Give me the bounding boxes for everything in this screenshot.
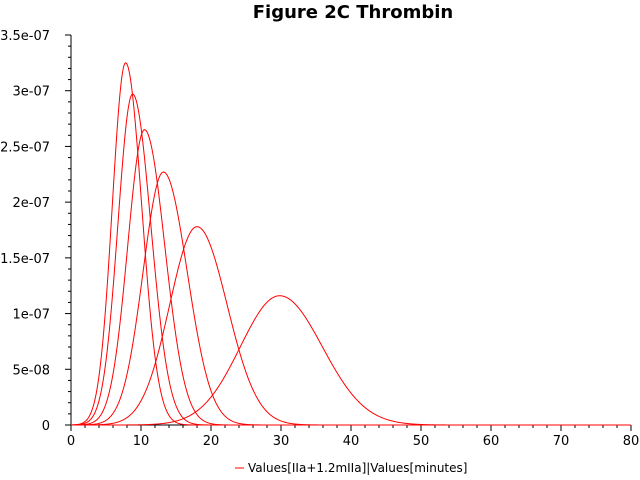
series-line-3 [71, 129, 631, 426]
series-line-4 [71, 171, 631, 426]
x-tick-label: 40 [343, 434, 360, 449]
y-tick-label: 0 [42, 419, 50, 434]
x-tick-label: 0 [67, 434, 75, 449]
x-tick-label: 20 [203, 434, 220, 449]
x-tick-label: 30 [273, 434, 290, 449]
x-tick-label: 60 [483, 434, 500, 449]
chart-title: Figure 2C Thrombin [253, 2, 453, 23]
y-tick-label: 2e-07 [12, 196, 50, 211]
y-tick-label: 1.5e-07 [0, 252, 50, 267]
y-tick-label: 5e-08 [12, 363, 50, 378]
axes: 0 10 20 30 40 50 60 70 80 0 5e-08 1e-07 1.5e-07 2e-07… [0, 29, 639, 449]
series-group [70, 62, 631, 426]
y-tick-label: 3.5e-07 [0, 29, 50, 44]
y-tick-label: 2.5e-07 [0, 140, 50, 155]
series-line-2 [70, 93, 631, 426]
series-line-6 [71, 295, 631, 426]
series-line-5 [70, 226, 631, 426]
legend-label: Values[IIa+1.2mIIa]|Values[minutes] [248, 461, 467, 475]
x-tick-label: 10 [133, 434, 150, 449]
y-tick-label: 1e-07 [12, 308, 50, 323]
series-line-1 [70, 62, 631, 426]
y-tick-label: 3e-07 [12, 85, 50, 100]
x-tick-label: 80 [623, 434, 640, 449]
x-tick-label: 50 [413, 434, 430, 449]
legend: Values[IIa+1.2mIIa]|Values[minutes] [235, 461, 467, 475]
x-tick-label: 70 [553, 434, 570, 449]
